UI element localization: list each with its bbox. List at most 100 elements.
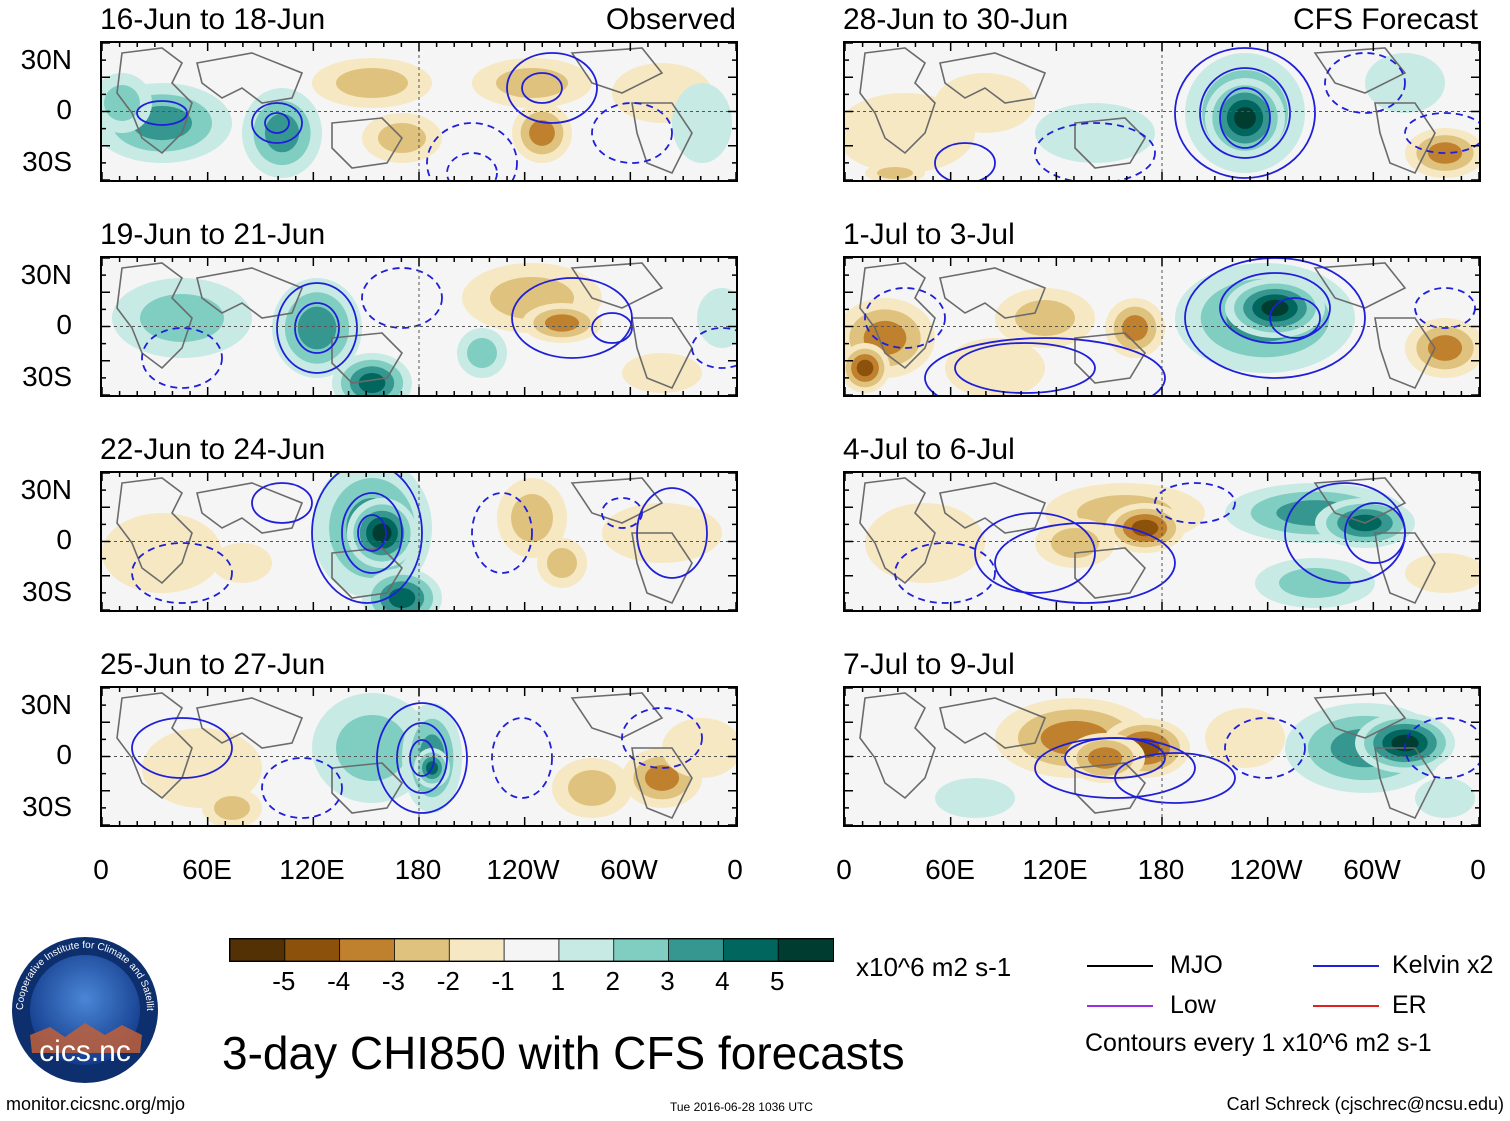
kelvin-contour-positive <box>376 702 468 814</box>
colorbar-label: -3 <box>381 966 406 996</box>
footer-timestamp: Tue 2016-06-28 1036 UTC <box>670 1100 813 1114</box>
footer-url: monitor.cicsnc.org/mjo <box>6 1094 186 1114</box>
colorbar-label: -4 <box>327 966 351 996</box>
map-panel-3 <box>100 471 738 612</box>
anomaly-shading <box>877 167 913 179</box>
map-panel-1 <box>100 41 738 182</box>
anomaly-shading <box>496 68 568 98</box>
anomaly-shading <box>104 85 140 121</box>
kelvin-contour-positive <box>341 492 403 574</box>
kelvin-contour-positive <box>136 100 188 126</box>
kelvin-contour-negative <box>141 327 223 389</box>
kelvin-contour-positive <box>924 337 1166 395</box>
anomaly-shading <box>214 796 250 820</box>
ylabel-30n: 30N <box>20 259 72 290</box>
xlabel-0: 0 <box>836 854 852 885</box>
coastline <box>859 692 936 800</box>
coastline <box>939 482 1047 534</box>
anomaly-shading <box>511 494 553 542</box>
coastline <box>331 117 404 169</box>
ylabel-30n: 30N <box>20 689 72 720</box>
ylabel-30s: 30S <box>22 361 72 392</box>
kelvin-contour-negative <box>864 287 946 349</box>
kelvin-contour-positive <box>994 522 1176 604</box>
anomaly-shading <box>935 73 1035 133</box>
panel-label-forecast: CFS Forecast <box>1292 3 1478 36</box>
colorbar-label: 1 <box>550 966 566 996</box>
anomaly-shading <box>1391 734 1419 752</box>
map-panel-5 <box>843 41 1481 182</box>
colorbar-swatch <box>394 938 451 962</box>
cics-logo: Cooperative Institute for Climate and Sa… <box>7 927 160 1085</box>
coastline <box>1074 117 1147 169</box>
ylabel-30s: 30S <box>22 576 72 607</box>
anomaly-shading <box>1035 103 1155 163</box>
anomaly-shading <box>1122 315 1148 341</box>
kelvin-contour-negative <box>261 757 343 819</box>
colorbar-label: -1 <box>491 966 515 996</box>
panel-title-2: 19-Jun to 21-Jun <box>100 218 326 251</box>
coastline <box>331 547 404 599</box>
colorbar <box>229 938 834 962</box>
legend-note: Contours every 1 x10^6 m2 s-1 <box>1085 1029 1432 1057</box>
anomaly-shading <box>1415 778 1475 818</box>
kelvin-contour-positive <box>276 282 358 374</box>
kelvin-contour-positive <box>311 473 423 604</box>
kelvin-contour-negative <box>1034 122 1156 180</box>
kelvin-contour-positive <box>1199 67 1291 159</box>
kelvin-contour-negative <box>491 717 553 799</box>
cics-logo-icon: Cooperative Institute for Climate and Sa… <box>7 927 158 1083</box>
anomaly-shading <box>336 68 408 98</box>
anomaly-shading <box>102 513 222 593</box>
panel-title-4: 25-Jun to 27-Jun <box>100 648 326 681</box>
anomaly-shading <box>358 373 386 393</box>
coastline <box>859 262 936 370</box>
anomaly-shading <box>856 359 874 377</box>
colorbar-swatch <box>448 938 505 962</box>
kelvin-contour-negative <box>691 327 736 369</box>
ylabel-0: 0 <box>56 524 72 555</box>
coastline <box>116 262 193 370</box>
kelvin-contour-positive <box>1344 502 1406 564</box>
anomaly-shading <box>672 83 732 163</box>
colorbar-swatch <box>503 938 560 962</box>
legend-label-er: ER <box>1392 991 1427 1019</box>
legend-line-mjo <box>1087 965 1153 967</box>
kelvin-contour-positive <box>264 112 290 134</box>
anomaly-shading <box>1405 553 1479 593</box>
legend-line-er <box>1313 1005 1379 1007</box>
kelvin-contour-positive <box>1114 752 1236 804</box>
xlabel-60e: 60E <box>182 854 232 885</box>
anomaly-shading <box>865 503 985 583</box>
kelvin-contour-negative <box>471 492 533 574</box>
kelvin-contour-negative <box>1404 112 1479 154</box>
legend-line-low <box>1087 1005 1153 1007</box>
ylabel-30s: 30S <box>22 791 72 822</box>
kelvin-contour-negative <box>446 152 498 180</box>
legend-label-mjo: MJO <box>1170 951 1223 979</box>
colorbar-swatch <box>339 938 396 962</box>
kelvin-contour-positive <box>954 342 1096 394</box>
xlabel-60e: 60E <box>925 854 975 885</box>
anomaly-shading <box>388 588 416 608</box>
coastline <box>116 47 193 155</box>
kelvin-contour-positive <box>636 487 708 579</box>
xlabel-180: 180 <box>1137 854 1185 885</box>
kelvin-contour-positive <box>511 277 633 359</box>
coastline <box>1074 762 1147 814</box>
anomaly-shading <box>140 294 224 342</box>
kelvin-contour-positive <box>521 72 563 104</box>
ylabel-0: 0 <box>56 739 72 770</box>
coastline <box>939 52 1047 104</box>
coastline <box>331 762 404 814</box>
kelvin-contour-positive <box>357 514 387 552</box>
kelvin-contour-negative <box>591 102 673 164</box>
anomaly-shading <box>662 718 736 778</box>
legend-line-kelvin <box>1313 965 1379 967</box>
anomaly-shading <box>297 306 337 350</box>
colorbar-label: -2 <box>436 966 460 996</box>
kelvin-contour-positive <box>294 302 340 354</box>
panel-title-3: 22-Jun to 24-Jun <box>100 433 326 466</box>
kelvin-contour-positive <box>131 717 233 779</box>
kelvin-contour-negative <box>1224 717 1306 779</box>
